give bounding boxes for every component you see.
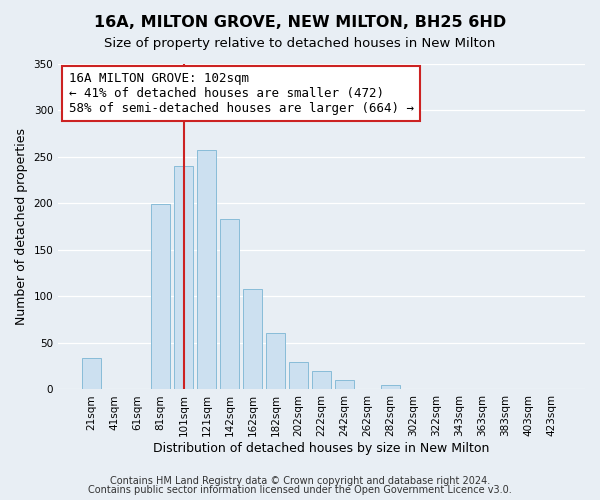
Bar — [151, 204, 170, 390]
Bar — [266, 332, 285, 390]
Text: Contains HM Land Registry data © Crown copyright and database right 2024.: Contains HM Land Registry data © Crown c… — [110, 476, 490, 486]
Bar — [243, 289, 262, 390]
Text: 16A MILTON GROVE: 102sqm
← 41% of detached houses are smaller (472)
58% of semi-: 16A MILTON GROVE: 102sqm ← 41% of detach… — [69, 72, 414, 115]
Bar — [289, 362, 308, 390]
X-axis label: Distribution of detached houses by size in New Milton: Distribution of detached houses by size … — [154, 442, 490, 455]
Text: Contains public sector information licensed under the Open Government Licence v3: Contains public sector information licen… — [88, 485, 512, 495]
Bar — [174, 166, 193, 390]
Bar — [197, 150, 216, 390]
Bar — [220, 220, 239, 390]
Bar — [335, 380, 354, 390]
Bar — [381, 385, 400, 390]
Bar — [82, 358, 101, 390]
Bar — [312, 371, 331, 390]
Text: Size of property relative to detached houses in New Milton: Size of property relative to detached ho… — [104, 38, 496, 51]
Bar — [519, 388, 538, 390]
Y-axis label: Number of detached properties: Number of detached properties — [15, 128, 28, 325]
Text: 16A, MILTON GROVE, NEW MILTON, BH25 6HD: 16A, MILTON GROVE, NEW MILTON, BH25 6HD — [94, 15, 506, 30]
